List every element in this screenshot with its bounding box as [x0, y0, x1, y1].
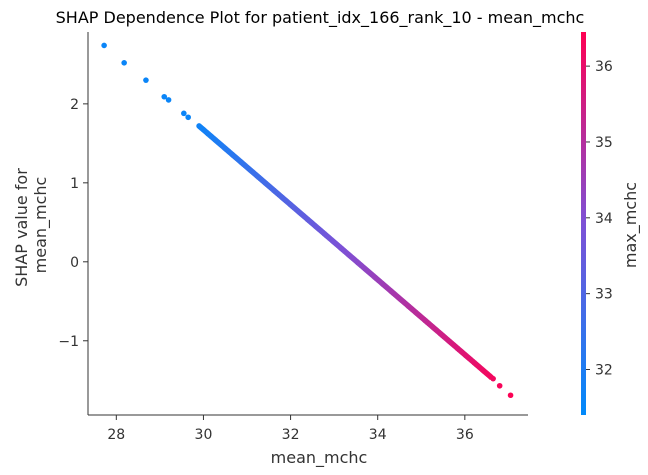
y-axis-label-line-1: SHAP value for	[12, 168, 31, 287]
data-point	[143, 77, 149, 83]
x-tick-label: 34	[369, 427, 387, 443]
x-axis-ticks: 28 30 32 34 36	[107, 415, 474, 443]
data-point	[490, 375, 496, 382]
data-point	[165, 97, 172, 103]
y-axis-ticks: −1 0 1 2	[58, 97, 88, 350]
colorbar-tick-label: 35	[595, 135, 613, 151]
colorbar-tick-label: 34	[595, 211, 613, 227]
data-point	[496, 382, 503, 389]
y-tick-label: 0	[70, 255, 79, 271]
data-point	[161, 93, 168, 100]
colorbar-tick-label: 33	[595, 287, 613, 303]
colorbar-ticks: 32 33 34 35 36	[586, 59, 613, 378]
x-tick-label: 32	[282, 427, 300, 443]
data-point	[181, 110, 187, 117]
data-point	[101, 42, 107, 49]
data-point	[507, 392, 514, 399]
colorbar-label: max_mchc	[621, 182, 641, 268]
y-tick-label: 2	[70, 97, 79, 113]
chart-title: SHAP Dependence Plot for patient_idx_166…	[56, 8, 585, 28]
colorbar-tick-label: 36	[595, 59, 613, 75]
x-tick-label: 30	[195, 427, 213, 443]
data-point	[185, 114, 191, 121]
x-tick-label: 36	[456, 427, 474, 443]
data-point	[121, 60, 127, 66]
y-tick-label: −1	[58, 334, 79, 350]
y-axis-label: SHAP value for mean_mchc	[12, 163, 51, 287]
colorbar	[581, 32, 586, 415]
y-axis-label-line-2: mean_mchc	[31, 177, 51, 274]
x-axis-label: mean_mchc	[271, 448, 368, 468]
colorbar-tick-label: 32	[595, 362, 613, 378]
plot-area	[101, 42, 514, 399]
x-tick-label: 28	[107, 427, 125, 443]
y-tick-label: 1	[70, 176, 79, 192]
